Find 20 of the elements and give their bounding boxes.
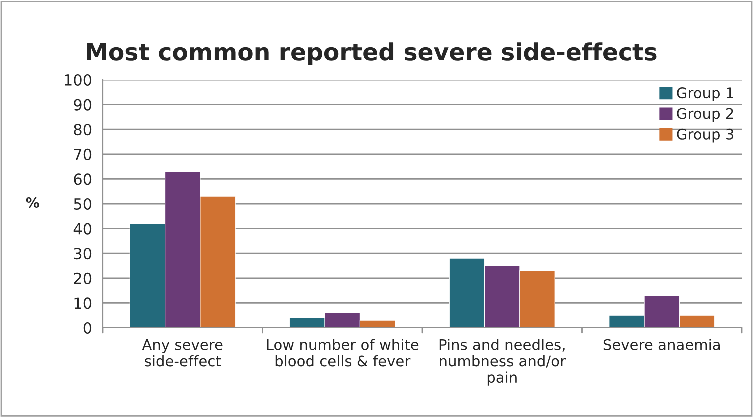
chart-title: Most common reported severe side-effects [87, 42, 657, 66]
x-tick-label: Pins and needles, numbness and/or pain [440, 339, 566, 386]
y-tick-label: 90 [74, 99, 92, 111]
y-tick-label: 70 [74, 148, 92, 160]
x-tick-label: Any severe side-effect [142, 340, 223, 367]
legend-label: Group 2 [677, 108, 734, 122]
y-tick-label: 80 [74, 124, 92, 136]
y-tick-label: 50 [74, 198, 92, 210]
y-tick-label: 0 [84, 322, 92, 334]
y-tick-label: 20 [74, 272, 92, 284]
legend-label: Group 3 [677, 128, 734, 143]
y-tick-label: 60 [74, 174, 92, 186]
y-tick-label: 100 [65, 74, 92, 86]
y-tick-label: 10 [74, 298, 92, 310]
legend-label: Group 1 [677, 88, 734, 102]
y-axis-title: % [26, 198, 40, 208]
x-tick-label: Severe anaemia [604, 339, 720, 350]
x-tick-label: Low number of white blood cells & fever [267, 339, 419, 367]
y-tick-label: 30 [74, 248, 92, 260]
y-tick-label: 40 [74, 223, 92, 235]
